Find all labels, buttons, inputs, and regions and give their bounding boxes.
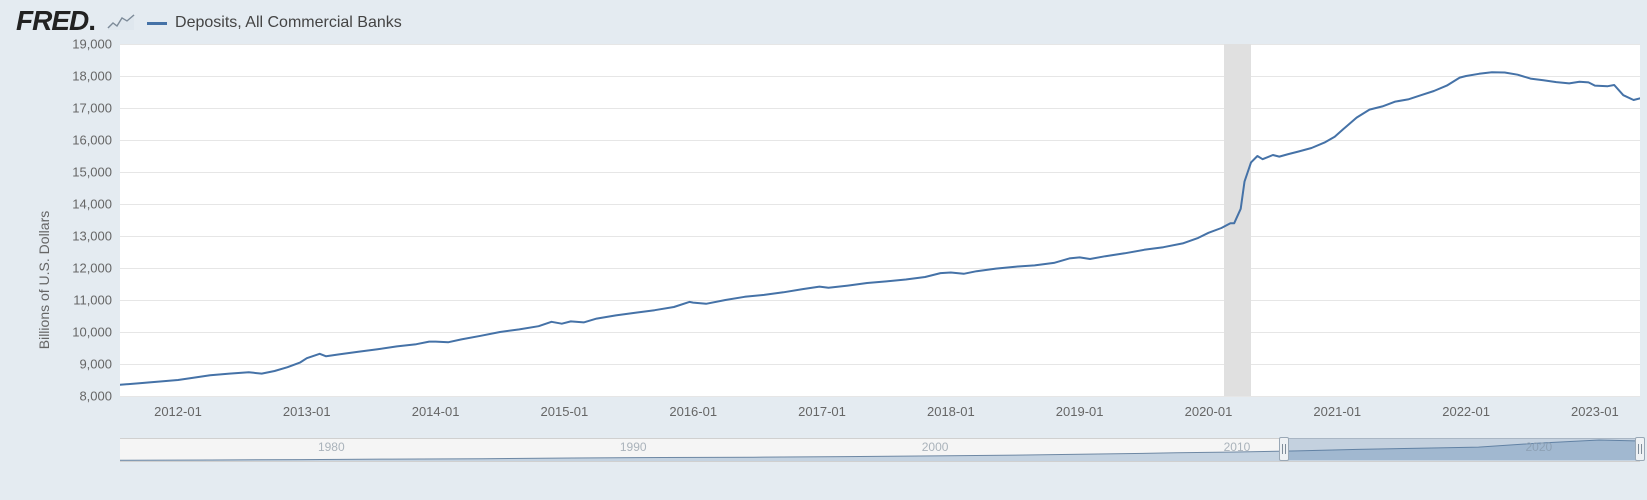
y-tick-label: 18,000 — [62, 69, 112, 84]
navigator-tick-label: 2010 — [1224, 440, 1251, 454]
x-tick-label: 2015-01 — [541, 404, 589, 419]
x-tick-label: 2018-01 — [927, 404, 975, 419]
y-tick-label: 10,000 — [62, 325, 112, 340]
navigator-tick-label: 2000 — [922, 440, 949, 454]
y-tick-label: 16,000 — [62, 133, 112, 148]
x-tick-label: 2022-01 — [1442, 404, 1490, 419]
x-tick-label: 2014-01 — [412, 404, 460, 419]
x-tick-label: 2019-01 — [1056, 404, 1104, 419]
y-axis-title: Billions of U.S. Dollars — [36, 211, 52, 350]
line-chart-icon — [107, 13, 135, 31]
chart-header: FRED. Deposits, All Commercial Banks — [10, 6, 1637, 40]
y-tick-label: 12,000 — [62, 261, 112, 276]
plot-area[interactable] — [120, 44, 1640, 396]
y-tick-label: 13,000 — [62, 229, 112, 244]
navigator-tick-label: 1990 — [620, 440, 647, 454]
x-tick-label: 2012-01 — [154, 404, 202, 419]
x-tick-label: 2016-01 — [669, 404, 717, 419]
legend-swatch — [147, 22, 167, 25]
x-tick-label: 2017-01 — [798, 404, 846, 419]
legend-label: Deposits, All Commercial Banks — [175, 14, 402, 32]
y-tick-label: 11,000 — [62, 293, 112, 308]
chart-area: Billions of U.S. Dollars 8,000 9,000 10,00… — [10, 44, 1637, 472]
x-tick-label: 2023-01 — [1571, 404, 1619, 419]
legend: Deposits, All Commercial Banks — [147, 14, 402, 32]
navigator-tick-label: 1980 — [318, 440, 345, 454]
navigator-handle-right[interactable] — [1635, 437, 1645, 461]
y-tick-label: 17,000 — [62, 101, 112, 116]
navigator-handle-left[interactable] — [1279, 437, 1289, 461]
x-tick-label: 2013-01 — [283, 404, 331, 419]
y-tick-label: 8,000 — [62, 389, 112, 404]
x-tick-label: 2020-01 — [1185, 404, 1233, 419]
range-navigator[interactable]: 19801990200020102020 — [120, 430, 1640, 466]
x-tick-label: 2021-01 — [1313, 404, 1361, 419]
chart-container: { "brand_text": "FRED", "legend": { "lab… — [0, 0, 1647, 500]
y-tick-label: 19,000 — [62, 37, 112, 52]
series-svg — [120, 44, 1640, 396]
fred-logo: FRED. — [16, 7, 95, 35]
y-tick-label: 15,000 — [62, 165, 112, 180]
y-tick-label: 9,000 — [62, 357, 112, 372]
y-tick-label: 14,000 — [62, 197, 112, 212]
navigator-selection[interactable] — [1284, 438, 1640, 460]
